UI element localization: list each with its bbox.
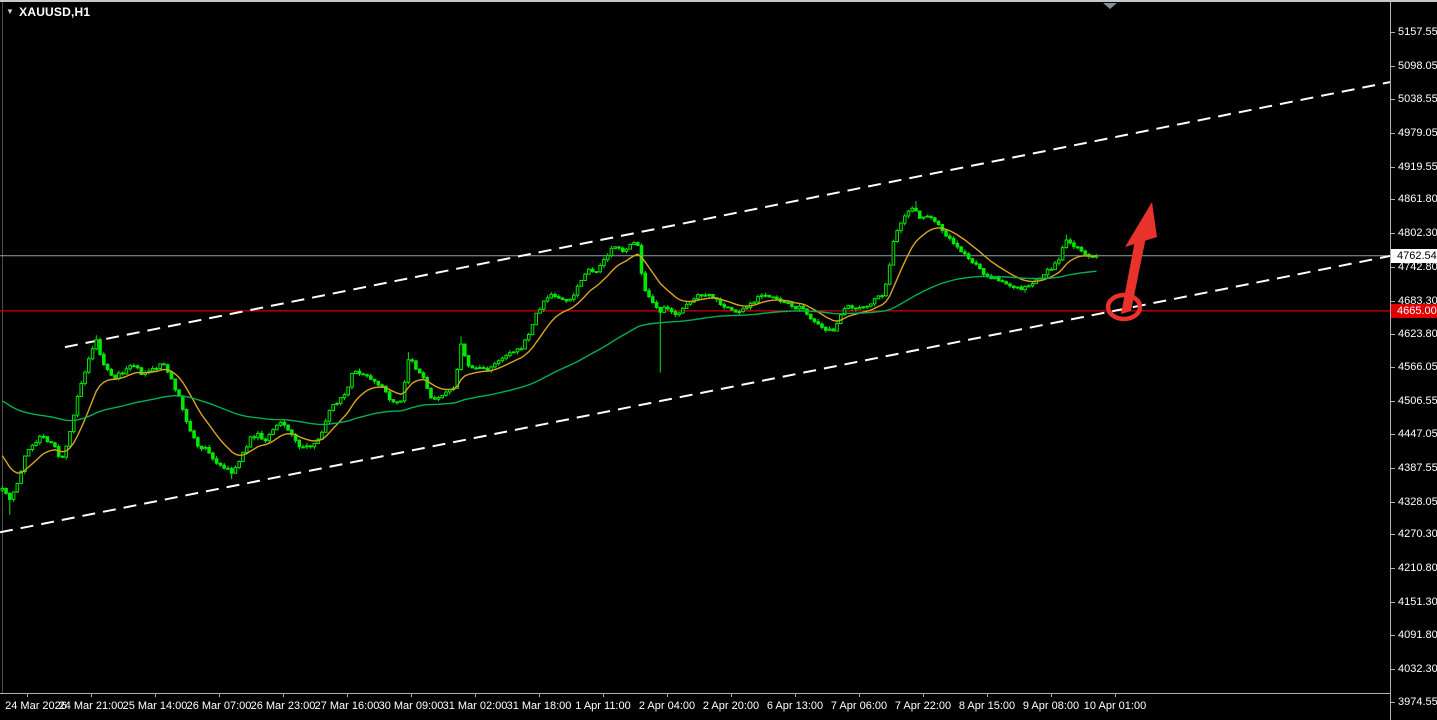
time-axis-label: 2 Apr 04:00 xyxy=(638,700,696,712)
price-axis-tick: 4447.05 xyxy=(1391,427,1437,441)
time-axis-tickmark xyxy=(795,694,796,697)
time-axis-label: 2 Apr 20:00 xyxy=(702,700,760,712)
time-axis-tickmark xyxy=(219,694,220,697)
price-axis-tick: 4623.80 xyxy=(1391,327,1437,341)
time-axis-label: 26 Mar 07:00 xyxy=(186,700,252,712)
chart-shift-marker-icon[interactable] xyxy=(1103,3,1117,9)
entry-circle-annotation[interactable] xyxy=(1105,292,1143,322)
time-axis-tickmark xyxy=(27,694,28,697)
time-axis-label: 10 Apr 01:00 xyxy=(1083,700,1147,712)
price-axis-tick: 5098.05 xyxy=(1391,59,1437,73)
channel-upper-line[interactable] xyxy=(64,81,1390,349)
time-axis-tickmark xyxy=(1115,694,1116,697)
window-top-border xyxy=(0,0,1437,2)
alert-price-tag: 4665.00 xyxy=(1391,303,1437,318)
time-axis-label: 24 Mar 21:00 xyxy=(58,700,124,712)
candles-layer xyxy=(0,201,1099,515)
time-axis-label: 9 Apr 08:00 xyxy=(1022,700,1080,712)
time-axis-tickmark xyxy=(987,694,988,697)
price-axis-tick: 4979.05 xyxy=(1391,126,1437,140)
time-axis-label: 25 Mar 14:00 xyxy=(122,700,188,712)
time-axis-tickmark xyxy=(283,694,284,697)
price-axis-tick: 5157.55 xyxy=(1391,25,1437,39)
ma-fast-line[interactable] xyxy=(1,227,1097,474)
up-arrow-annotation-head[interactable] xyxy=(1125,202,1157,247)
window-left-border xyxy=(2,2,3,693)
price-axis-tick: 5038.55 xyxy=(1391,92,1437,106)
price-axis-tick: 4151.30 xyxy=(1391,595,1437,609)
time-axis-tickmark xyxy=(155,694,156,697)
time-axis-label: 26 Mar 23:00 xyxy=(250,700,316,712)
symbol-text: XAUUSD,H1 xyxy=(19,5,91,19)
time-axis-label: 8 Apr 15:00 xyxy=(958,700,1016,712)
time-axis-tickmark xyxy=(475,694,476,697)
up-arrow-annotation-shaft[interactable] xyxy=(1121,235,1146,314)
time-axis-tickmark xyxy=(859,694,860,697)
time-axis-label: 30 Mar 09:00 xyxy=(378,700,444,712)
channel-lower-line[interactable] xyxy=(0,255,1390,534)
time-axis-label: 7 Apr 22:00 xyxy=(894,700,952,712)
symbol-label[interactable]: ▼ XAUUSD,H1 xyxy=(6,5,90,19)
time-axis-label: 24 Mar 2026 xyxy=(5,700,67,712)
time-axis-label: 1 Apr 11:00 xyxy=(575,700,631,712)
current-price-tag: 4762.54 xyxy=(1391,248,1437,263)
price-axis[interactable]: 5157.55 5098.05 5038.55 4979.05 4919.55 4861.… xyxy=(1390,2,1437,720)
time-axis-tickmark xyxy=(347,694,348,697)
price-axis-tick: 4270.30 xyxy=(1391,527,1437,541)
time-axis-tickmark xyxy=(1051,694,1052,697)
price-axis-tick: 4861.80 xyxy=(1391,192,1437,206)
price-axis-tick: 3974.55 xyxy=(1391,695,1437,709)
time-axis-tickmark xyxy=(603,694,604,697)
price-axis-tick: 4802.30 xyxy=(1391,226,1437,240)
time-axis-label: 7 Apr 06:00 xyxy=(830,700,888,712)
time-axis-label: 6 Apr 13:00 xyxy=(766,700,824,712)
time-axis-tickmark xyxy=(91,694,92,697)
symbol-dropdown-icon[interactable]: ▼ xyxy=(6,7,15,16)
price-axis-tick: 4683.30 xyxy=(1391,294,1437,308)
price-axis-tick: 4387.55 xyxy=(1391,461,1437,475)
time-axis-label: 31 Mar 02:00 xyxy=(442,700,508,712)
price-axis-tick: 4091.80 xyxy=(1391,628,1437,642)
price-axis-tick: 4742.80 xyxy=(1391,260,1437,274)
chart-layers xyxy=(0,81,1390,534)
time-axis-tickmark xyxy=(411,694,412,697)
time-axis-label: 31 Mar 18:00 xyxy=(506,700,572,712)
time-axis-label: 27 Mar 16:00 xyxy=(314,700,380,712)
time-axis-tickmark xyxy=(667,694,668,697)
ma-slow-line[interactable] xyxy=(1,270,1097,426)
time-axis[interactable]: 24 Mar 2026 24 Mar 21:00 25 Mar 14:00 26 Ma… xyxy=(0,693,1390,720)
price-axis-tick: 4210.80 xyxy=(1391,561,1437,575)
time-axis-tickmark xyxy=(923,694,924,697)
time-axis-tickmark xyxy=(539,694,540,697)
price-axis-tick: 4032.30 xyxy=(1391,662,1437,676)
price-axis-tick: 4566.05 xyxy=(1391,360,1437,374)
price-axis-tick: 4506.55 xyxy=(1391,394,1437,408)
price-axis-tick: 4919.55 xyxy=(1391,160,1437,174)
time-axis-tickmark xyxy=(731,694,732,697)
price-axis-tick: 4328.05 xyxy=(1391,495,1437,509)
